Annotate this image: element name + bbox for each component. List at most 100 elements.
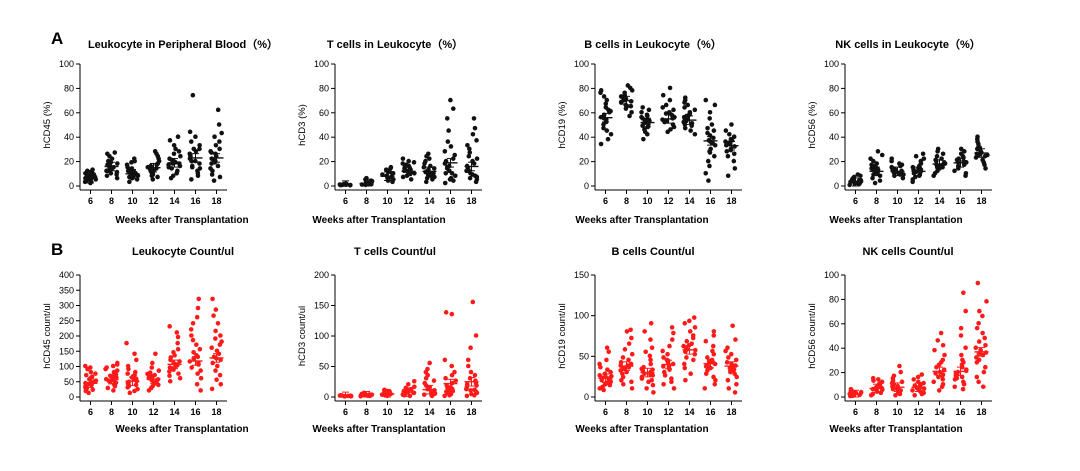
data-point: [218, 357, 223, 363]
x-tick-label: 16: [445, 196, 455, 206]
data-point: [156, 382, 161, 388]
data-point: [726, 386, 732, 391]
x-tick-label: 8: [624, 196, 629, 206]
data-point: [198, 375, 204, 381]
data-point: [890, 386, 896, 392]
data-point: [171, 142, 177, 148]
data-point: [879, 379, 885, 385]
y-tick-label: 80: [829, 83, 839, 93]
y-axis-label: hCD3 (%): [297, 104, 308, 146]
x-tick-label: 18: [976, 407, 986, 417]
data-point: [197, 346, 203, 352]
data-point: [408, 177, 414, 182]
data-point: [733, 357, 739, 363]
x-tick-label: 12: [913, 196, 923, 206]
data-point: [900, 175, 906, 181]
data-point: [452, 369, 457, 375]
data-point: [629, 379, 634, 385]
data-point: [104, 173, 110, 179]
data-point: [687, 110, 693, 115]
data-point: [472, 372, 478, 378]
data-point: [601, 125, 606, 131]
y-axis-label: hCD56 (%): [807, 102, 818, 149]
data-point: [711, 374, 716, 380]
data-point: [724, 149, 730, 154]
data-point: [707, 163, 712, 169]
data-point: [213, 336, 218, 341]
y-axis-label: hCD19 count/ul: [557, 303, 568, 368]
data-point: [473, 333, 479, 338]
data-point: [625, 83, 631, 88]
data-point: [187, 129, 193, 135]
data-point: [724, 360, 730, 365]
data-point: [932, 347, 937, 353]
data-point: [661, 355, 666, 360]
data-point: [190, 321, 196, 326]
data-point: [643, 349, 649, 355]
data-point: [961, 379, 966, 385]
data-point: [963, 308, 969, 314]
x-tick-label: 16: [705, 196, 715, 206]
y-tick-label: 80: [579, 83, 589, 93]
data-point: [189, 177, 194, 182]
data-point: [196, 296, 202, 302]
data-point: [191, 349, 196, 355]
data-point: [111, 388, 116, 393]
data-point: [383, 167, 389, 172]
data-point: [472, 125, 478, 131]
data-point: [940, 357, 946, 363]
data-point: [705, 158, 711, 164]
data-point: [190, 337, 196, 343]
data-point: [732, 166, 738, 171]
data-point: [690, 333, 696, 338]
data-point: [868, 156, 873, 161]
data-point: [166, 164, 172, 170]
data-point: [209, 172, 215, 177]
data-point: [450, 106, 456, 111]
data-point: [639, 114, 644, 120]
data-point: [669, 325, 675, 330]
data-point: [703, 338, 709, 344]
data-point: [667, 343, 672, 349]
y-tick-label: 0: [69, 392, 74, 402]
data-point: [682, 105, 687, 110]
data-point: [131, 156, 137, 161]
data-point: [196, 360, 201, 366]
x-tick-label: 18: [466, 407, 476, 417]
data-point: [175, 346, 181, 352]
x-tick-label: 16: [190, 196, 200, 206]
data-point: [470, 299, 476, 305]
data-point: [213, 307, 219, 312]
data-point: [660, 348, 665, 354]
y-tick-label: 40: [64, 132, 74, 142]
x-axis-label: Weeks after Transplantation: [575, 215, 708, 226]
x-tick-label: 8: [109, 407, 114, 417]
data-point: [449, 311, 455, 317]
data-point: [213, 368, 218, 373]
y-tick-label: 40: [319, 132, 329, 142]
y-tick-label: 0: [324, 392, 329, 402]
data-point: [174, 330, 180, 335]
y-tick-label: 80: [829, 294, 839, 304]
y-tick-label: 350: [59, 285, 74, 295]
data-point: [115, 161, 120, 166]
data-point: [442, 393, 447, 399]
y-tick-label: 100: [824, 59, 839, 69]
data-point: [936, 388, 942, 393]
data-point: [732, 371, 737, 377]
data-point: [218, 382, 224, 387]
data-point: [147, 370, 153, 376]
data-point: [692, 325, 698, 330]
data-point: [731, 151, 737, 157]
y-tick-label: 20: [829, 368, 839, 378]
data-point: [910, 388, 915, 393]
data-point: [424, 175, 430, 181]
x-tick-label: 6: [603, 196, 608, 206]
data-point: [983, 342, 988, 348]
x-tick-label: 16: [955, 407, 965, 417]
data-point: [126, 379, 132, 385]
y-tick-label: 80: [64, 83, 74, 93]
data-point: [608, 131, 614, 137]
data-point: [942, 352, 947, 358]
data-point: [411, 390, 416, 396]
